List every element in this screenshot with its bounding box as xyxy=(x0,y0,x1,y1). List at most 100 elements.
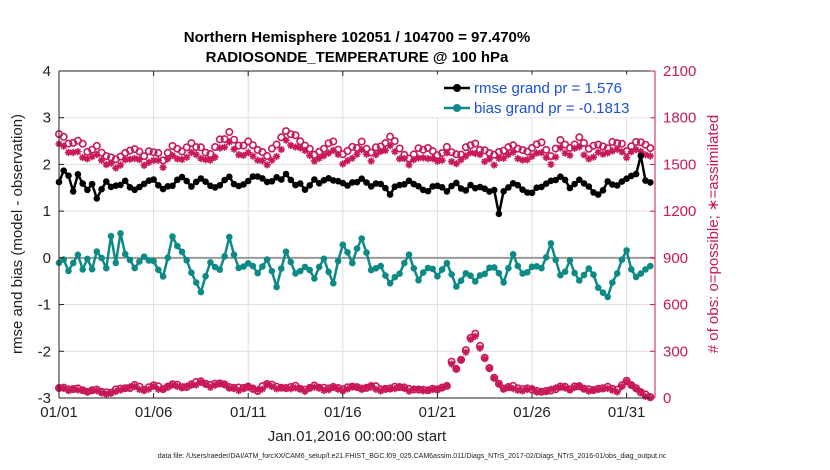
assimilated-low-obs-point-40 xyxy=(244,382,252,390)
assimilated-low-obs-point-73 xyxy=(400,384,408,393)
possible-obs-point-39 xyxy=(239,141,248,150)
assimilated-obs-point-45 xyxy=(268,156,276,164)
bias-series-point-97 xyxy=(514,262,522,270)
assimilated-low-obs-point-26 xyxy=(178,384,186,392)
rmse-series-point-17 xyxy=(136,183,143,191)
assimilated-obs-point-60 xyxy=(339,160,347,168)
assimilated-low-obs-point-109 xyxy=(570,383,579,392)
bias-series-point-112 xyxy=(585,265,593,272)
assimilated-low-obs-point-76 xyxy=(414,385,423,393)
assimilated-low-obs-point-111 xyxy=(580,385,588,393)
assimilated-low-obs-point-88 xyxy=(471,332,479,340)
assimilated-low-obs-point-14 xyxy=(121,384,129,393)
plot-area xyxy=(59,71,655,398)
possible-obs-point-87 xyxy=(466,141,475,150)
assimilated-obs-point-10 xyxy=(102,161,110,169)
possible-obs-point-110 xyxy=(575,133,584,142)
assimilated-low-obs-point-10 xyxy=(102,390,110,398)
rmse-series-point-78 xyxy=(424,187,432,195)
assimilated-obs-point-119 xyxy=(618,148,626,156)
rmse-series-point-34 xyxy=(216,182,224,189)
bias-series-point-53 xyxy=(306,266,314,274)
assimilated-low-obs-point-43 xyxy=(258,385,266,393)
assimilated-obs-point-19 xyxy=(145,158,153,166)
assimilated-low-obs-point-52 xyxy=(301,387,309,396)
bias-series-point-55 xyxy=(315,263,323,271)
assimilated-low-obs-point-121 xyxy=(627,381,635,389)
bias-series-point-109 xyxy=(571,269,578,277)
rmse-series-point-63 xyxy=(353,178,361,186)
assimilated-obs-point-105 xyxy=(552,153,560,161)
assimilated-obs-point-120 xyxy=(623,154,631,162)
possible-obs-point-122 xyxy=(632,138,641,147)
assimilated-low-obs-point-53 xyxy=(306,384,314,392)
assimilated-low-obs-point-78 xyxy=(424,386,432,394)
bias-series-point-42 xyxy=(254,269,261,277)
y2-tick-label-5: 1500 xyxy=(663,156,696,173)
possible-obs-point-64 xyxy=(357,137,366,146)
assimilated-obs-point-118 xyxy=(613,145,621,153)
bias-series-point-8 xyxy=(93,248,101,255)
assimilated-obs-point-100 xyxy=(528,152,536,160)
assimilated-obs-point-20 xyxy=(150,156,158,164)
assimilated-low-obs-point-83 xyxy=(448,360,456,368)
assimilated-obs-point-83 xyxy=(448,158,456,166)
bias-series-point-118 xyxy=(613,270,621,277)
assimilated-low-obs-point-65 xyxy=(362,383,371,391)
y2-tick-label-2: 600 xyxy=(663,297,688,314)
bias-series-point-81 xyxy=(438,266,446,273)
assimilated-obs-point-66 xyxy=(367,157,375,165)
assimilated-obs-point-91 xyxy=(485,155,494,163)
bias-series-point-12 xyxy=(112,259,120,267)
possible-obs-point-29 xyxy=(192,143,201,152)
assimilated-low-obs-point-18 xyxy=(140,386,148,395)
bias-series-point-54 xyxy=(311,275,318,282)
bias-series-point-119 xyxy=(618,256,626,264)
assimilated-low-obs-point-21 xyxy=(154,385,162,393)
bias-series-point-105 xyxy=(552,256,559,264)
rmse-series-point-93 xyxy=(495,210,503,218)
assimilated-low-obs-point-66 xyxy=(367,381,375,389)
bias-series-point-117 xyxy=(609,279,616,286)
possible-obs-point-35 xyxy=(220,135,229,144)
assimilated-low-obs-point-33 xyxy=(211,381,219,389)
bias-series-point-13 xyxy=(117,230,124,237)
possible-obs-point-62 xyxy=(348,142,357,151)
assimilated-obs-point-32 xyxy=(206,156,214,164)
assimilated-obs-point-123 xyxy=(637,147,645,156)
assimilated-obs-point-98 xyxy=(518,156,527,164)
assimilated-low-obs-point-74 xyxy=(405,387,413,395)
rmse-series-point-123 xyxy=(637,152,645,160)
bias-series-point-11 xyxy=(107,232,115,240)
assimilated-obs-point-90 xyxy=(481,157,489,166)
possible-obs-point-20 xyxy=(149,148,158,157)
assimilated-obs-point-57 xyxy=(325,149,333,157)
assimilated-obs-point-24 xyxy=(168,151,177,160)
assimilated-obs-point-106 xyxy=(556,144,564,152)
bias-series-point-25 xyxy=(174,242,181,250)
assimilated-low-obs-point-79 xyxy=(429,385,437,393)
assimilated-low-obs-point-54 xyxy=(310,383,319,391)
bias-series-point-16 xyxy=(131,264,138,272)
possible-obs-point-36 xyxy=(225,128,234,137)
assimilated-obs-point-39 xyxy=(239,151,248,159)
bias-series-point-2 xyxy=(65,267,72,275)
assimilated-obs-point-102 xyxy=(537,149,546,157)
assimilated-obs-point-55 xyxy=(315,154,323,162)
assimilated-obs-point-25 xyxy=(173,155,181,163)
assimilated-low-obs-point-28 xyxy=(187,381,196,389)
bias-series-point-76 xyxy=(415,277,422,284)
bias-series-point-6 xyxy=(84,255,91,263)
assimilated-obs-point-74 xyxy=(405,161,413,169)
assimilated-obs-point-29 xyxy=(192,151,200,159)
possible-obs-point-38 xyxy=(234,141,243,150)
assimilated-obs-point-124 xyxy=(641,151,650,159)
assimilated-obs-point-82 xyxy=(443,149,451,157)
possible-obs-point-101 xyxy=(532,140,541,149)
bias-series-point-82 xyxy=(443,259,451,267)
possible-obs-point-72 xyxy=(395,144,404,153)
rmse-series-point-30 xyxy=(197,175,205,182)
assimilated-obs-point-95 xyxy=(504,150,512,159)
bias-series-point-111 xyxy=(580,271,588,279)
